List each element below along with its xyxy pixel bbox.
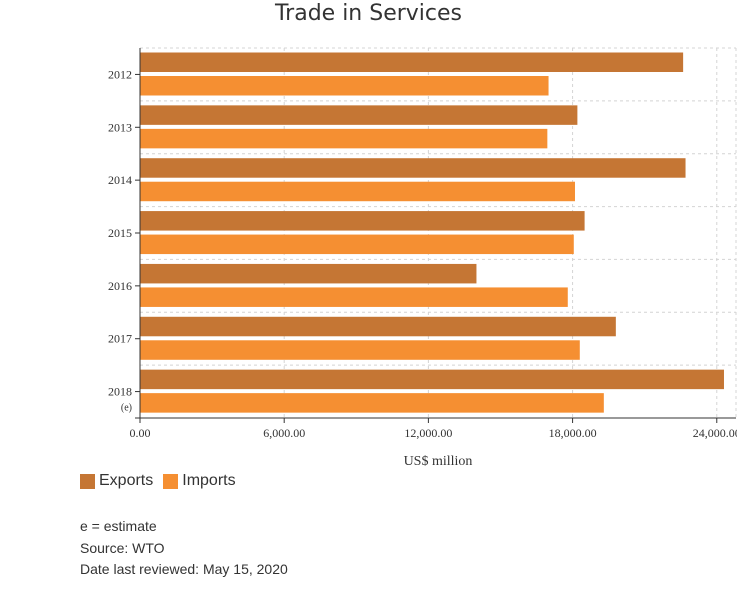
x-tick-label-1: 6,000.00: [263, 426, 305, 440]
y-tick-label-2017: 2017: [108, 332, 132, 346]
y-tick-label-2018: 2018: [108, 385, 132, 399]
x-tick-label-3: 18,000.00: [549, 426, 597, 440]
source-note: Source: WTO: [80, 539, 165, 556]
x-tick-label-2: 12,000.00: [404, 426, 452, 440]
bar-exports-2012[interactable]: [140, 52, 684, 73]
y-tick-note-2018: (e): [121, 403, 132, 414]
bars: [140, 52, 724, 413]
tick-labels: 0.00 6,000.00 12,000.00 18,000.00 24,000.00 2…: [108, 67, 737, 440]
reviewed-note: Date last reviewed: May 15, 2020: [80, 561, 288, 577]
legend-item-exports[interactable]: Exports: [80, 472, 153, 490]
y-tick-label-2016: 2016: [108, 279, 132, 293]
legend: Exports Imports: [80, 472, 246, 490]
y-tick-label-2014: 2014: [108, 173, 132, 187]
legend-label-imports: Imports: [182, 472, 236, 489]
legend-swatch-exports: [80, 473, 95, 489]
bar-imports-2018[interactable]: [140, 393, 604, 413]
y-tick-label-2013: 2013: [108, 120, 132, 134]
chart-title: Trade in Services: [274, 1, 463, 26]
axes: [135, 48, 736, 423]
y-tick-label-2012: 2012: [108, 67, 132, 81]
bar-imports-2012[interactable]: [140, 76, 549, 96]
bar-imports-2013[interactable]: [140, 128, 548, 149]
bar-exports-2018[interactable]: [140, 369, 724, 390]
bar-chart: 0.00 6,000.00 12,000.00 18,000.00 24,000.00 2…: [108, 47, 737, 469]
bar-imports-2015[interactable]: [140, 234, 574, 255]
x-tick-label-0: 0.00: [130, 426, 151, 440]
gridlines: [140, 47, 737, 418]
bar-exports-2014[interactable]: [140, 158, 686, 178]
legend-item-imports[interactable]: Imports: [163, 472, 236, 490]
bar-imports-2014[interactable]: [140, 181, 575, 202]
estimate-note: e = estimate: [80, 518, 157, 534]
bar-exports-2016[interactable]: [140, 263, 477, 284]
bar-exports-2013[interactable]: [140, 105, 578, 125]
bar-exports-2017[interactable]: [140, 316, 616, 337]
bar-imports-2017[interactable]: [140, 340, 580, 360]
x-axis-label: US$ million: [404, 454, 473, 469]
legend-swatch-imports: [163, 473, 179, 489]
chart-notes: e = estimate Source: WTO Date last revie…: [80, 516, 288, 581]
y-tick-label-2015: 2015: [108, 226, 132, 240]
x-tick-label-4: 24,000.00: [693, 426, 737, 440]
bar-exports-2015[interactable]: [140, 211, 585, 231]
legend-label-exports: Exports: [99, 472, 154, 489]
bar-imports-2016[interactable]: [140, 287, 568, 307]
